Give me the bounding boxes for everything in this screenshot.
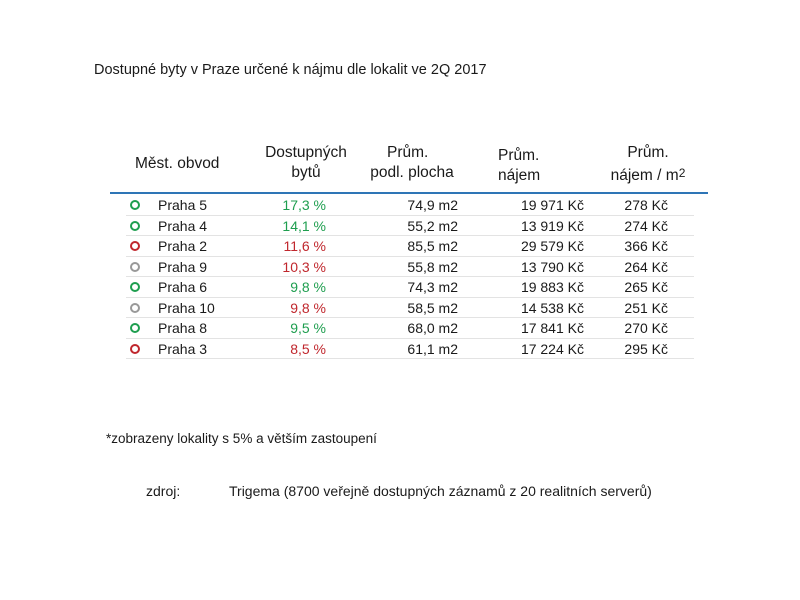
status-dot-icon [130, 343, 140, 354]
cell-district: Praha 3 [158, 340, 208, 357]
cell-rent: 19 883 Kč [520, 279, 584, 295]
cell-rent: 13 790 Kč [520, 258, 584, 275]
table-row: Praha 9 10,3 % 55,8 m2 13 790 Kč 264 Kč [126, 257, 694, 277]
status-dot-icon [130, 261, 140, 272]
cell-area: 55,8 m2 [407, 258, 458, 275]
cell-rent: 19 971 Kč [520, 197, 584, 213]
source-label: zdroj: [146, 483, 181, 499]
table-header: Měst. obvod Dostupných bytů Prům. podl. … [110, 140, 708, 194]
header-area-line2: podl. plocha [370, 164, 454, 181]
cell-available: 8,5 % [290, 340, 326, 357]
table-body: Praha 5 17,3 % 74,9 m2 19 971 Kč 278 Kč Praha… [110, 195, 708, 359]
cell-rent: 13 919 Kč [520, 217, 584, 234]
header-district: Měst. obvod [135, 155, 220, 172]
cell-rent: 17 841 Kč [520, 320, 584, 336]
table-row: Praha 10 9,8 % 58,5 m2 14 538 Kč 251 Kč [126, 298, 694, 318]
cell-available: 9,8 % [290, 299, 326, 316]
status-dot-icon [130, 220, 140, 231]
status-dot-icon [130, 282, 140, 292]
footnote: *zobrazeny lokality s 5% a větším zastou… [106, 431, 377, 446]
status-dot-icon [130, 323, 140, 333]
cell-district: Praha 9 [158, 258, 208, 275]
header-rent-per-m2-text: nájem / m [610, 167, 679, 184]
header-area: Prům. podl. plocha [362, 143, 462, 183]
header-rent-line2: nájem [498, 167, 541, 184]
cell-rent: 17 224 Kč [520, 340, 584, 357]
cell-district: Praha 8 [158, 320, 208, 336]
cell-rent-per-m2: 295 Kč [624, 340, 668, 357]
page-title: Dostupné byty v Praze určené k nájmu dle… [94, 62, 487, 78]
cell-area: 85,5 m2 [407, 238, 458, 254]
table-row: Praha 8 9,5 % 68,0 m2 17 841 Kč 270 Kč [126, 318, 694, 339]
rent-table: Měst. obvod Dostupných bytů Prům. podl. … [110, 140, 708, 359]
cell-area: 74,3 m2 [407, 279, 458, 295]
cell-district: Praha 2 [158, 238, 208, 254]
cell-district: Praha 10 [158, 299, 215, 316]
source-value: Trigema (8700 veřejně dostupných záznamů… [229, 483, 652, 499]
table-row: Praha 5 17,3 % 74,9 m2 19 971 Kč 278 Kč [126, 195, 694, 216]
cell-area: 61,1 m2 [407, 340, 458, 357]
cell-area: 74,9 m2 [407, 197, 458, 213]
cell-rent-per-m2: 265 Kč [624, 279, 668, 295]
header-rent-per-m2: Prům. nájem / m2 [598, 143, 698, 186]
cell-area: 58,5 m2 [407, 299, 458, 316]
header-rent-per-m2-sup: 2 [678, 166, 686, 180]
header-available: Dostupných bytů [258, 143, 354, 183]
cell-area: 55,2 m2 [407, 217, 458, 234]
table-row: Praha 6 9,8 % 74,3 m2 19 883 Kč 265 Kč [126, 277, 694, 298]
header-rent-per-m2-line1: Prům. [627, 144, 669, 161]
cell-district: Praha 6 [158, 279, 208, 295]
cell-rent: 14 538 Kč [520, 299, 584, 316]
cell-rent-per-m2: 264 Kč [624, 258, 668, 275]
cell-available: 9,8 % [290, 279, 326, 295]
cell-rent-per-m2: 366 Kč [624, 238, 668, 254]
cell-district: Praha 5 [158, 197, 208, 213]
status-dot-icon [130, 200, 140, 210]
status-dot-icon [130, 241, 140, 251]
cell-rent-per-m2: 270 Kč [624, 320, 668, 336]
header-rent-line1: Prům. [498, 147, 540, 164]
header-rent: Prům. nájem [498, 146, 578, 186]
cell-rent: 29 579 Kč [520, 238, 584, 254]
table-row: Praha 2 11,6 % 85,5 m2 29 579 Kč 366 Kč [126, 236, 694, 257]
header-area-line1: Prům. [387, 144, 429, 161]
cell-rent-per-m2: 278 Kč [624, 197, 668, 213]
header-rent-per-m2-line2: nájem / m2 [598, 163, 698, 186]
cell-district: Praha 4 [158, 217, 208, 234]
table-row: Praha 3 8,5 % 61,1 m2 17 224 Kč 295 Kč [126, 339, 694, 359]
status-dot-icon [130, 302, 140, 313]
table-row: Praha 4 14,1 % 55,2 m2 13 919 Kč 274 Kč [126, 216, 694, 236]
cell-available: 9,5 % [290, 320, 326, 336]
cell-area: 68,0 m2 [407, 320, 458, 336]
header-available-line1: Dostupných [265, 144, 347, 161]
cell-available: 11,6 % [283, 238, 326, 254]
cell-available: 17,3 % [282, 197, 326, 213]
cell-available: 10,3 % [282, 258, 326, 275]
header-available-line2: bytů [291, 164, 321, 181]
cell-rent-per-m2: 274 Kč [624, 217, 668, 234]
cell-rent-per-m2: 251 Kč [624, 299, 668, 316]
cell-available: 14,1 % [282, 217, 326, 234]
